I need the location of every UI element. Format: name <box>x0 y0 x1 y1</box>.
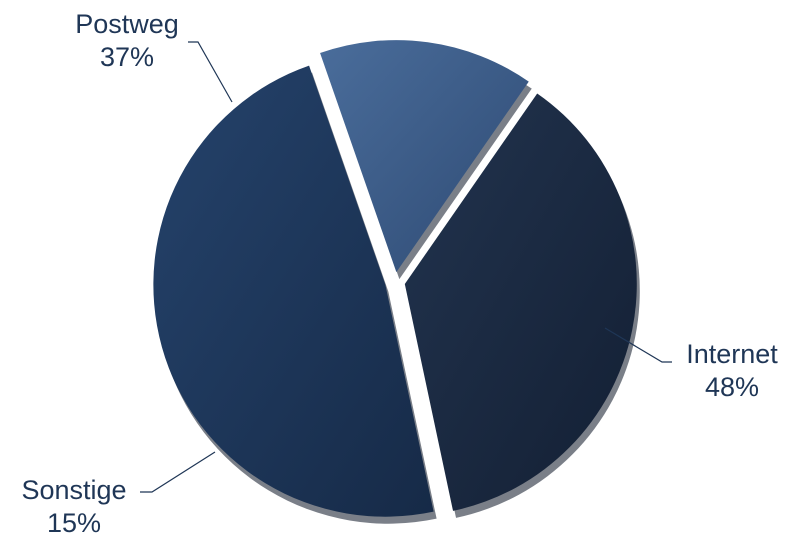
pie-slice-internet <box>153 65 434 517</box>
slice-name: Postweg <box>75 9 179 39</box>
slice-percent: 15% <box>46 508 102 538</box>
leader-line-postweg <box>188 41 233 103</box>
leader-line-internet <box>604 327 672 363</box>
slice-label-postweg: Postweg 37% <box>62 8 192 74</box>
slice-name: Sonstige <box>21 475 127 505</box>
leader-line-sonstige <box>140 451 216 493</box>
slice-percent: 37% <box>99 42 155 72</box>
slice-label-internet: Internet 48% <box>672 338 792 404</box>
slice-name: Internet <box>686 339 778 369</box>
pie-slice-postweg <box>404 93 637 511</box>
pie-slice-sonstige <box>320 40 529 273</box>
slice-label-sonstige: Sonstige 15% <box>10 474 138 540</box>
slice-percent: 48% <box>704 372 760 402</box>
